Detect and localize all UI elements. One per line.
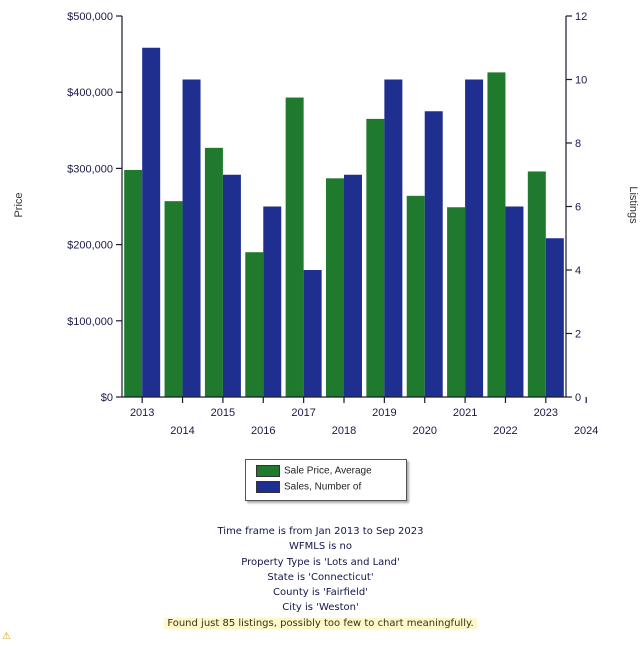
note-county: County is 'Fairfield' <box>273 587 368 599</box>
legend-label-sales-count: Sales, Number of <box>284 481 362 493</box>
right-tick-label: 10 <box>575 75 587 87</box>
bar-sale-price-2015 <box>204 147 223 397</box>
x-tick-label: 2017 <box>291 407 315 419</box>
sales-chart: $0 $100,000 $200,000 $300,000 $400,000 $500,0… <box>13 11 639 437</box>
bar-sales-count-2023 <box>545 238 564 397</box>
x-tick-label: 2015 <box>211 407 235 419</box>
right-tick-label: 12 <box>575 11 587 23</box>
bar-sales-count-2022 <box>505 206 524 397</box>
warning-icon: ⚠ <box>2 631 11 642</box>
bar-sale-price-2020 <box>406 195 425 397</box>
bar-sale-price-2016 <box>245 252 264 397</box>
right-tick-label: 2 <box>575 329 581 341</box>
left-tick-label: $100,000 <box>67 316 113 328</box>
legend-label-sale-price: Sale Price, Average <box>284 465 372 477</box>
x-tick-label: 2020 <box>412 425 436 437</box>
note-state: State is 'Connecticut' <box>267 571 374 583</box>
bar-sale-price-2021 <box>447 207 466 397</box>
bar-sales-count-2014 <box>182 79 201 397</box>
left-tick-label: $500,000 <box>67 11 113 23</box>
x-tick-label: 2022 <box>493 425 517 437</box>
x-tick-label: 2024 <box>574 425 598 437</box>
bar-sales-count-2013 <box>142 47 161 397</box>
x-tick-label: 2016 <box>251 425 275 437</box>
bar-sales-count-2016 <box>263 206 282 397</box>
note-time-frame: Time frame is from Jan 2013 to Sep 2023 <box>217 526 424 537</box>
right-tick-label: 8 <box>575 138 581 150</box>
bar-sales-count-2019 <box>384 79 403 397</box>
x-tick-label: 2023 <box>534 407 558 419</box>
chart-notes: Time frame is from Jan 2013 to Sep 2023 … <box>0 524 641 631</box>
bar-sale-price-2013 <box>124 169 143 397</box>
note-property-type: Property Type is 'Lots and Land' <box>241 556 400 568</box>
legend-swatch-sale-price <box>256 465 280 477</box>
bar-sale-price-2018 <box>326 178 344 397</box>
bar-sale-price-2023 <box>527 171 546 397</box>
left-tick-label: $300,000 <box>67 163 113 175</box>
note-wfmls: WFMLS is no <box>289 541 352 553</box>
legend-item-sale-price: Sale Price, Average <box>256 465 372 479</box>
x-tick-label: 2014 <box>170 425 194 437</box>
bar-sale-price-2014 <box>164 201 183 397</box>
right-tick-label: 6 <box>575 202 581 214</box>
legend-swatch-sales-count <box>256 481 280 493</box>
chart-legend: Sale Price, Average Sales, Number of <box>245 459 407 501</box>
left-axis-title: Price <box>13 192 25 217</box>
left-tick-label: $200,000 <box>67 240 113 252</box>
warning-text: Found just 85 listings, possibly too few… <box>164 617 477 629</box>
left-tick-label: $400,000 <box>67 87 113 99</box>
bar-sales-count-2015 <box>222 174 241 397</box>
x-tick-label: 2021 <box>453 407 477 419</box>
right-tick-label: 0 <box>575 392 581 404</box>
left-tick-label: $0 <box>101 392 113 404</box>
x-tick-label: 2019 <box>372 407 396 419</box>
legend-item-sales-count: Sales, Number of <box>256 481 361 495</box>
bar-sale-price-2019 <box>366 118 385 398</box>
right-tick-label: 4 <box>575 265 581 277</box>
x-tick-label: 2013 <box>130 407 154 419</box>
bar-sale-price-2017 <box>285 97 304 397</box>
bar-sales-count-2021 <box>465 79 484 397</box>
right-axis-title: Listings <box>627 186 639 224</box>
x-tick-label: 2018 <box>332 425 356 437</box>
bar-sales-count-2018 <box>344 174 362 397</box>
note-city: City is 'Weston' <box>282 602 359 614</box>
bar-sales-count-2017 <box>303 270 322 397</box>
bar-sales-count-2020 <box>424 111 443 397</box>
bar-sale-price-2022 <box>487 72 506 397</box>
